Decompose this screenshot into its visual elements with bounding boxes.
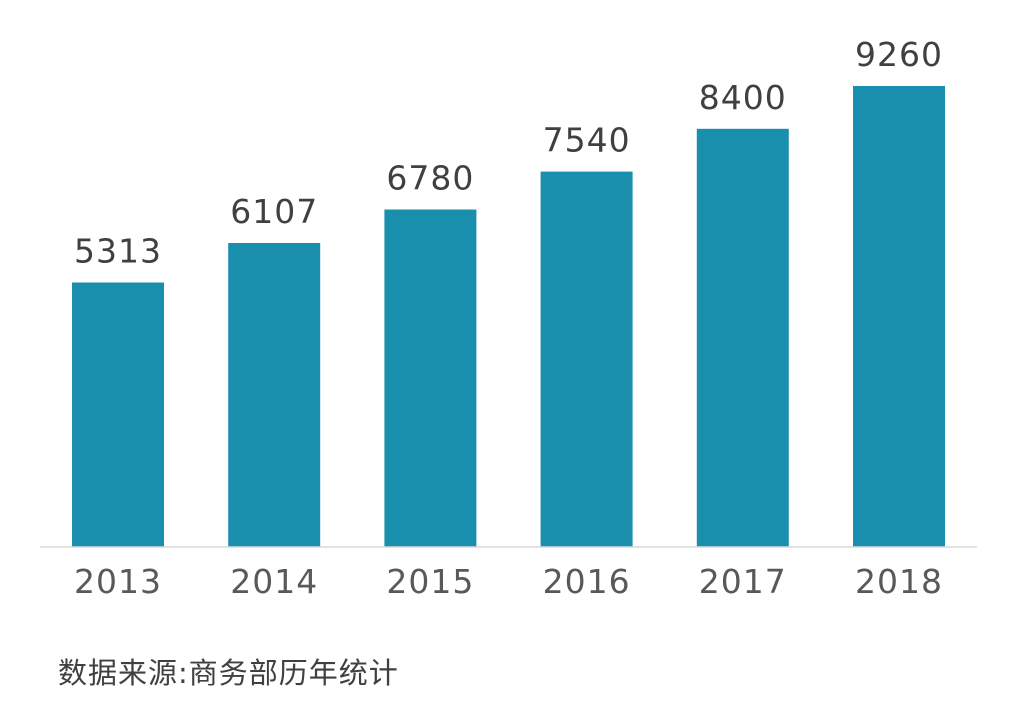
x-tick-label-2017: 2017 [699, 562, 787, 601]
bar-2013 [72, 282, 164, 547]
bar-2017 [696, 128, 789, 548]
bars-group [72, 86, 945, 548]
x-tick-label-2015: 2015 [386, 562, 474, 601]
bar-2014 [228, 243, 321, 547]
x-tick-label-2014: 2014 [230, 562, 318, 601]
value-label-2015: 6780 [386, 159, 474, 198]
x-tick-labels-group: 2013 2014 2015 2016 2017 2018 [74, 562, 943, 601]
value-label-2013: 5313 [74, 232, 162, 271]
bar-2016 [540, 171, 633, 547]
value-label-2016: 7540 [543, 121, 631, 160]
bar-2015 [384, 209, 477, 547]
value-label-2014: 6107 [230, 192, 318, 231]
value-label-2018: 9260 [855, 35, 943, 74]
source-note: 数据来源:商务部历年统计 [58, 656, 399, 690]
bar-2018 [853, 86, 945, 547]
x-tick-label-2016: 2016 [543, 562, 631, 601]
x-tick-label-2018: 2018 [855, 562, 943, 601]
x-tick-label-2013: 2013 [74, 562, 162, 601]
value-label-2017: 8400 [699, 78, 787, 117]
value-labels-group: 5313 6107 6780 7540 8400 9260 [74, 35, 943, 271]
